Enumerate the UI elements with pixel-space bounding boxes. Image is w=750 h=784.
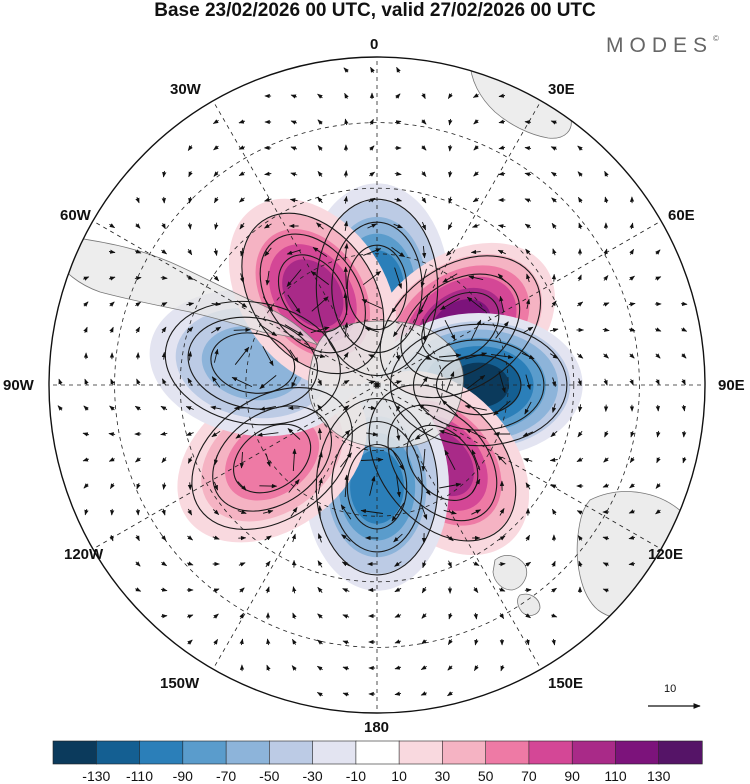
lon-label-90w: 90W [3,377,34,394]
colorbar-swatch-14 [659,741,703,764]
colorbar-label: 70 [521,768,537,784]
colorbar-label: -70 [216,768,236,784]
colorbar-swatch-1 [96,741,140,764]
colorbar-label: -110 [126,768,153,784]
lon-label-150w: 150W [160,675,199,692]
colorbar-swatch-8 [399,741,443,764]
colorbar [53,741,702,764]
wind-vector-177 [234,330,251,331]
colorbar-label: 10 [391,768,407,784]
colorbar-label: -10 [346,768,366,784]
colorbar-label: 130 [647,768,670,784]
lon-label-150e: 150E [548,675,583,692]
lon-label-60w: 60W [60,207,91,224]
wind-vector-37 [450,145,451,151]
wind-vector-198 [164,352,165,359]
wind-vector-341 [112,509,113,515]
wind-vector-50 [346,171,347,178]
wind-vector-170 [681,304,687,305]
wind-vector-127 [161,278,167,279]
colorbar-swatch-11 [529,741,573,764]
colorbar-swatch-7 [356,741,400,764]
colorbar-swatch-9 [442,741,486,764]
lon-label-120w: 120W [64,546,103,563]
lon-label-30w: 30W [170,81,201,98]
colorbar-swatch-3 [183,741,227,764]
wind-vector-423 [161,616,167,617]
wind-vector-342 [138,509,139,515]
wind-vector-251 [235,408,250,409]
colorbar-swatch-13 [616,741,660,764]
colorbar-swatch-12 [572,741,616,764]
colorbar-label: -130 [82,768,110,784]
lon-label-180: 180 [364,719,389,736]
wind-vector-419 [525,590,531,591]
lon-label-0: 0 [370,36,378,53]
lon-label-90e: 90E [718,377,745,394]
colorbar-label: 90 [564,768,580,784]
lon-label-120e: 120E [648,546,683,563]
wind-vector-349 [320,506,321,518]
wind-vector-25 [525,122,531,123]
colorbar-label: 50 [478,768,494,784]
wind-vector-321 [190,482,191,489]
colorbar-swatch-2 [140,741,184,764]
wind-vector-398 [499,564,505,565]
reference-vector-label: 10 [664,683,676,695]
colorbar-swatch-0 [53,741,97,764]
colorbar-label: -30 [302,768,322,784]
colorbar-label: -50 [259,768,279,784]
colorbar-swatch-5 [269,741,313,764]
south-pole-marker [375,383,380,388]
colorbar-swatch-10 [486,741,530,764]
colorbar-label: -90 [173,768,193,784]
colorbar-swatch-6 [313,741,357,764]
wind-vector-62 [164,197,165,203]
colorbar-swatch-4 [226,741,270,764]
lon-label-60e: 60E [668,207,695,224]
wind-vector-292 [684,431,685,437]
colorbar-label: 30 [435,768,451,784]
colorbar-label: 110 [604,768,626,784]
lon-label-30e: 30E [548,81,575,98]
wind-vector-267 [658,405,659,411]
